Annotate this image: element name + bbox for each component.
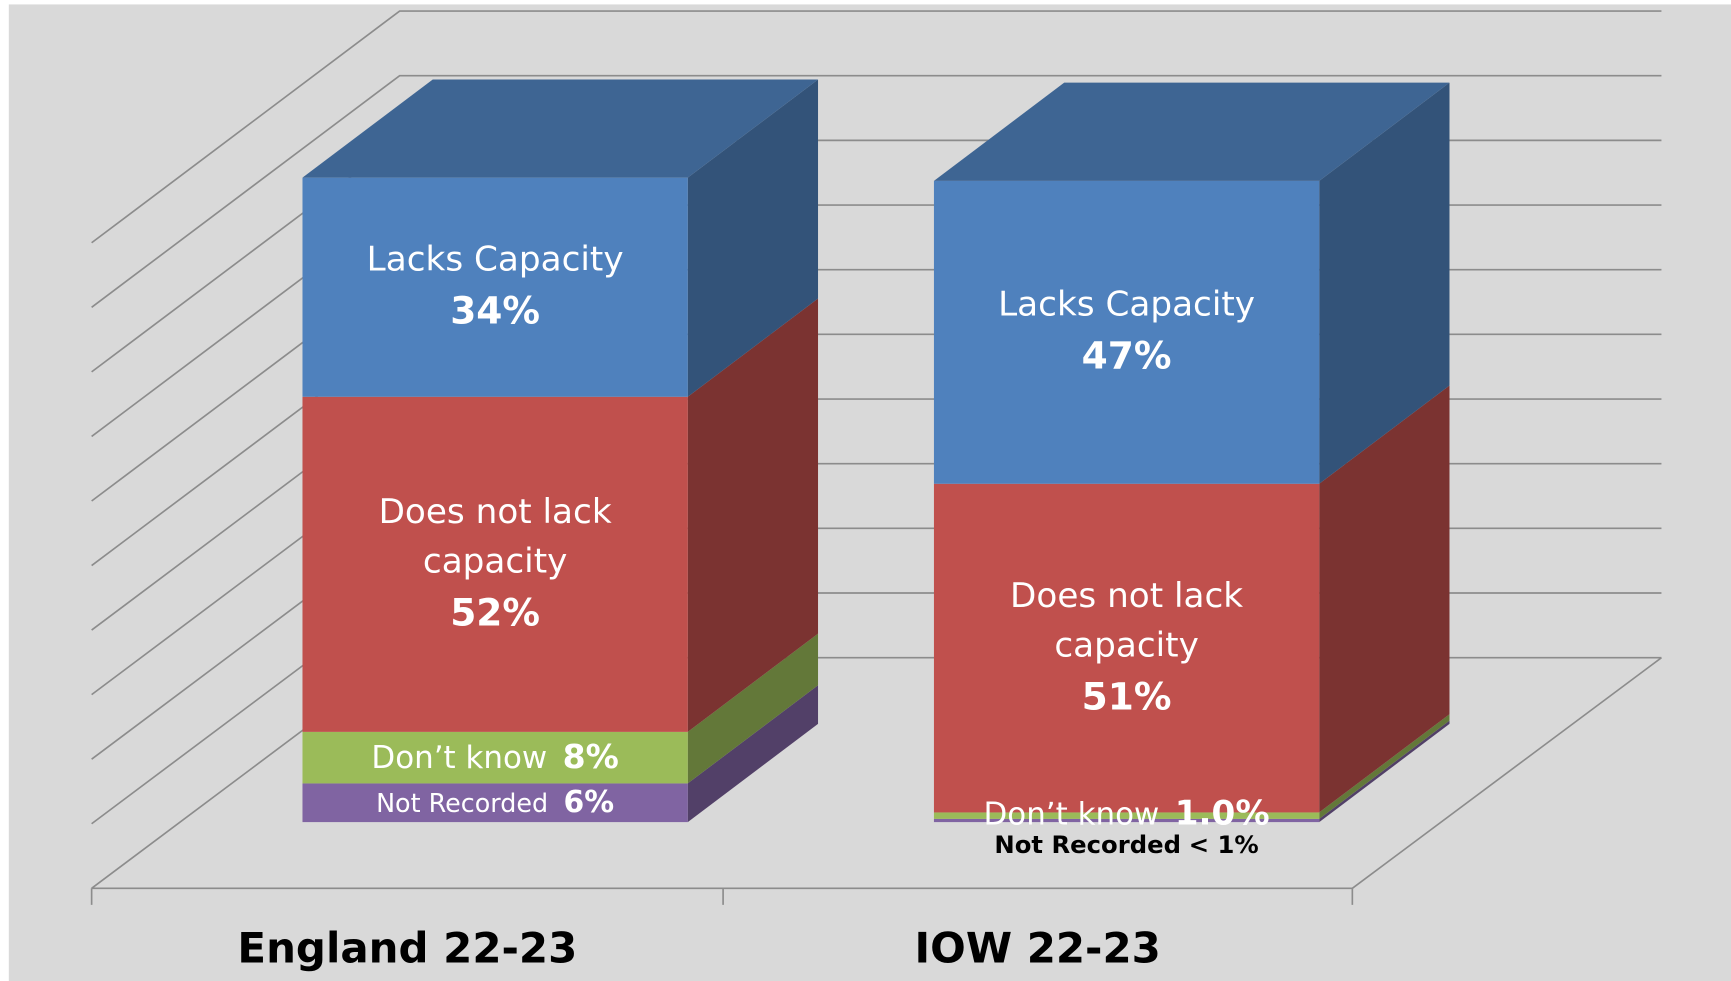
segment-name: Does not lack capacity [1010, 575, 1244, 666]
label-box: Not Recorded < 1% [901, 827, 1353, 867]
label-box: Does not lack capacity 52% [269, 397, 721, 732]
bar [302, 731, 688, 784]
bar [933, 483, 1320, 813]
floor-edge [1351, 657, 1662, 889]
label-row: Not Recorded 6% [376, 783, 614, 822]
value-label: 8% [562, 738, 619, 777]
segment-label: Don’t know 8% [269, 732, 721, 784]
bar-side [1319, 714, 1450, 819]
bar-side [1319, 82, 1450, 484]
segment-name: Not Recorded [994, 832, 1181, 860]
bar-stack [933, 82, 1450, 823]
bar-stack [302, 79, 819, 823]
grid-line [91, 10, 1662, 244]
grid-line [91, 74, 1662, 308]
bar-side [687, 685, 819, 823]
segment-label: Don’t know 1.0% [901, 791, 1353, 835]
label-row: Not Recorded < 1% [994, 829, 1258, 864]
segment-label: Lacks Capacity 47% [901, 181, 1353, 484]
bar-top [933, 82, 1450, 181]
label-box: Not Recorded 6% [269, 783, 721, 822]
value-label: 51% [1081, 674, 1172, 720]
segment-label: Does not lack capacity 51% [901, 484, 1353, 813]
segment-name: Don’t know [371, 739, 548, 776]
segment-label: Not Recorded 6% [269, 783, 721, 822]
value-label: < 1% [1188, 832, 1259, 860]
value-label: 6% [563, 785, 615, 820]
segment-name: Lacks Capacity [366, 239, 624, 280]
label-row: Don’t know 1.0% [984, 791, 1270, 835]
bar [302, 177, 688, 397]
value-label: 1.0% [1174, 793, 1270, 833]
segment-label: Does not lack capacity 52% [269, 397, 721, 732]
bar [302, 396, 688, 732]
background [8, 4, 1731, 981]
bar-side [1319, 720, 1450, 823]
segment-name: Lacks Capacity [998, 284, 1256, 325]
label-box: Lacks Capacity 34% [269, 178, 721, 397]
bar-side [687, 298, 819, 732]
segment-name: Not Recorded [376, 789, 549, 819]
bar-side [687, 79, 819, 397]
segment-label: Lacks Capacity 34% [269, 178, 721, 397]
label-row: Don’t know 8% [371, 734, 618, 782]
segment-name: Does not lack capacity [378, 491, 612, 582]
value-label: 34% [450, 289, 541, 334]
bar [302, 783, 688, 823]
bar [933, 180, 1320, 484]
label-box: Lacks Capacity 47% [901, 181, 1353, 484]
bar-side [1319, 385, 1450, 813]
x-tick-label: IOW 22-23 [915, 924, 1161, 973]
floor [90, 657, 1662, 905]
bar-top [302, 79, 819, 178]
label-box: Does not lack capacity 51% [901, 484, 1353, 813]
x-tick-label: England 22-23 [237, 924, 577, 973]
bar-side [687, 633, 819, 784]
bar [933, 812, 1320, 819]
segment-label: Not Recorded < 1% [901, 827, 1353, 867]
bar [933, 818, 1320, 823]
segment-name: Don’t know [983, 795, 1160, 832]
label-box: Don’t know 1.0% [901, 791, 1353, 835]
label-box: Don’t know 8% [269, 732, 721, 784]
value-label: 52% [450, 591, 541, 636]
value-label: 47% [1081, 334, 1172, 379]
